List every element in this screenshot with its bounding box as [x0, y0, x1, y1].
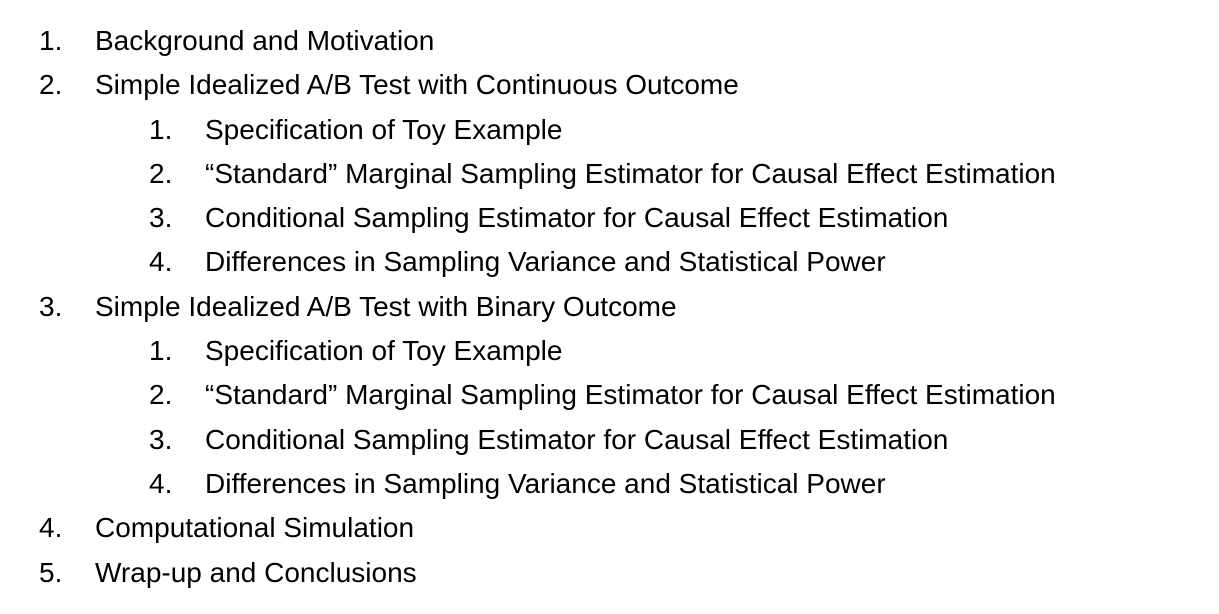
outline-item: 3. Simple Idealized A/B Test with Binary… — [0, 285, 1219, 329]
outline-item: 1. Background and Motivation — [0, 19, 1219, 63]
subitem-number: 1. — [149, 113, 173, 145]
subitem-number: 4. — [149, 246, 173, 278]
subitem-text: “Standard” Marginal Sampling Estimator f… — [205, 379, 1056, 411]
item-number: 4. — [39, 512, 63, 544]
item-text: Background and Motivation — [95, 25, 435, 56]
outline-item: 5. Wrap-up and Conclusions — [0, 551, 1219, 595]
subitem-text: Conditional Sampling Estimator for Causa… — [205, 423, 949, 455]
outline-item: 2. Simple Idealized A/B Test with Contin… — [0, 63, 1219, 107]
item-number: 3. — [39, 290, 63, 322]
subitem-number: 2. — [149, 379, 173, 411]
item-number: 1. — [39, 25, 63, 56]
outline-subitem: 1. Specification of Toy Example — [0, 108, 1219, 152]
item-number: 2. — [39, 69, 63, 101]
outline-subitem: 2. “Standard” Marginal Sampling Estimato… — [0, 373, 1219, 417]
item-text: Wrap-up and Conclusions — [95, 556, 417, 588]
outline-subitem: 1. Specification of Toy Example — [0, 329, 1219, 373]
subitem-number: 3. — [149, 423, 173, 455]
outline-subitem: 4. Differences in Sampling Variance and … — [0, 240, 1219, 284]
outline-list: 1. Background and Motivation 2. Simple I… — [0, 19, 1219, 595]
subitem-number: 3. — [149, 202, 173, 234]
item-text: Computational Simulation — [95, 512, 415, 544]
subitem-text: Differences in Sampling Variance and Sta… — [205, 467, 886, 499]
outline-subitem: 4. Differences in Sampling Variance and … — [0, 462, 1219, 506]
outline-item: 4. Computational Simulation — [0, 506, 1219, 550]
subitem-number: 1. — [149, 335, 173, 367]
subitem-text: Differences in Sampling Variance and Sta… — [205, 246, 886, 278]
outline-subitem: 3. Conditional Sampling Estimator for Ca… — [0, 418, 1219, 462]
subitem-text: Specification of Toy Example — [205, 113, 563, 145]
subitem-text: Specification of Toy Example — [205, 335, 563, 367]
outline-subitem: 3. Conditional Sampling Estimator for Ca… — [0, 196, 1219, 240]
item-text: Simple Idealized A/B Test with Binary Ou… — [95, 290, 677, 322]
subitem-text: Conditional Sampling Estimator for Causa… — [205, 202, 949, 234]
outline-subitem: 2. “Standard” Marginal Sampling Estimato… — [0, 152, 1219, 196]
subitem-text: “Standard” Marginal Sampling Estimator f… — [205, 157, 1056, 189]
item-text: Simple Idealized A/B Test with Continuou… — [95, 69, 739, 101]
subitem-number: 2. — [149, 157, 173, 189]
subitem-number: 4. — [149, 467, 173, 499]
item-number: 5. — [39, 556, 63, 588]
